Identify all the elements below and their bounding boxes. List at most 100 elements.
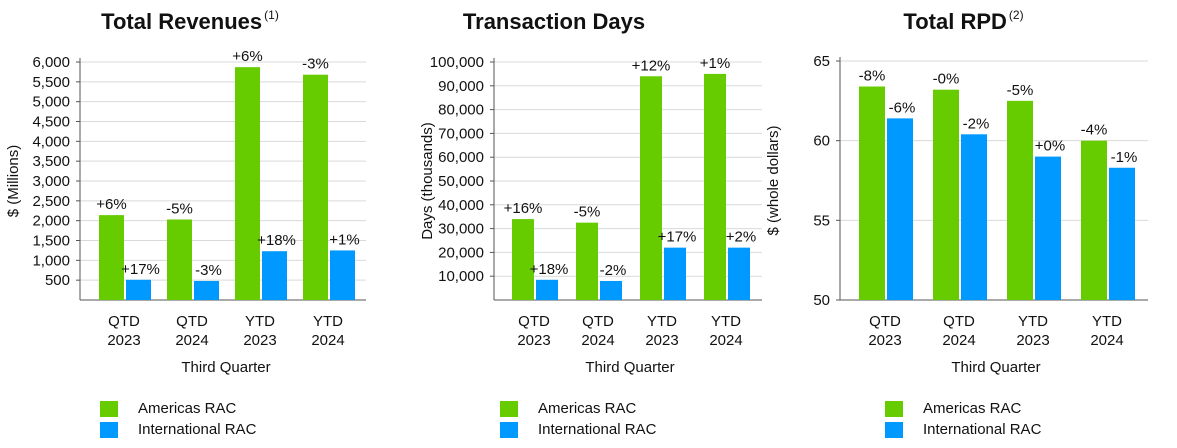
y-tick-label: 20,000 xyxy=(438,244,484,261)
x-tick-label: YTD xyxy=(1092,313,1122,330)
x-tick-label: QTD xyxy=(518,313,550,330)
y-tick-label: 90,000 xyxy=(438,78,484,95)
x-tick-label: QTD xyxy=(869,313,901,330)
data-label: -6% xyxy=(889,99,916,116)
bar-international xyxy=(330,250,355,300)
data-label: +17% xyxy=(658,229,697,246)
data-label: +18% xyxy=(530,261,569,278)
y-tick-label: 40,000 xyxy=(438,197,484,214)
y-tick-label: 50,000 xyxy=(438,173,484,190)
legend: Americas RAC International RAC xyxy=(500,398,656,440)
bar-international xyxy=(1109,167,1135,300)
bar-americas xyxy=(859,86,885,300)
data-label: -2% xyxy=(600,262,627,279)
x-axis-label: Third Quarter xyxy=(585,359,674,376)
chart-title-text: Total RPD xyxy=(903,9,1007,34)
x-tick-label: 2024 xyxy=(942,332,975,349)
chart-total-rpd: 50 55 60 65 $ (whole dollars) -8%-6% QTD 2023 -0… xyxy=(765,53,1148,376)
chart-title-footnote: (2) xyxy=(1008,8,1024,22)
data-label: +16% xyxy=(504,200,543,217)
bar-international xyxy=(536,279,558,300)
data-label: -4% xyxy=(1081,122,1108,139)
data-label: +1% xyxy=(329,231,359,248)
y-axis-label: $ (Millions) xyxy=(5,145,22,218)
legend-swatch-americas xyxy=(500,400,518,417)
bar-international xyxy=(194,280,219,300)
y-tick-label: 30,000 xyxy=(438,221,484,238)
y-tick-label: 65 xyxy=(813,53,830,70)
y-tick-label: 6,000 xyxy=(32,54,70,71)
data-label: +18% xyxy=(257,232,296,249)
bar-americas xyxy=(933,89,959,301)
chart-title-text: Transaction Days xyxy=(462,9,646,34)
bar-americas xyxy=(512,219,534,300)
legend-item-international: International RAC xyxy=(885,419,1041,440)
bar-americas xyxy=(99,215,124,300)
x-tick-label: YTD xyxy=(1018,313,1048,330)
data-label: +0% xyxy=(1035,138,1065,155)
y-tick-label: 55 xyxy=(813,212,830,229)
legend-label-international: International RAC xyxy=(538,421,657,438)
legend-item-americas: Americas RAC xyxy=(100,398,256,419)
legend-item-international: International RAC xyxy=(500,419,656,440)
data-label: -8% xyxy=(859,67,886,84)
y-tick-label: 5,000 xyxy=(32,94,70,111)
chart-panel-total-revenues: Total Revenues (1) 500 1,000 1,500 2,000 2,50… xyxy=(0,0,390,448)
x-tick-label: YTD xyxy=(711,313,741,330)
bar-international xyxy=(262,251,287,300)
data-label: +6% xyxy=(232,48,262,65)
chart-title: Transaction Days xyxy=(330,8,780,35)
chart-title: Total Revenues (1) xyxy=(0,8,390,35)
chart-title: Total RPD (2) xyxy=(750,8,1177,35)
x-tick-label: 2024 xyxy=(709,332,742,349)
x-tick-label: 2024 xyxy=(581,332,614,349)
y-tick-label: 60,000 xyxy=(438,149,484,166)
legend-label-americas: Americas RAC xyxy=(538,400,637,417)
bar-international xyxy=(728,247,750,300)
y-tick-label: 70,000 xyxy=(438,125,484,142)
y-tick-label: 5,500 xyxy=(32,74,70,91)
y-tick-label: 500 xyxy=(45,272,70,289)
x-tick-label: 2023 xyxy=(107,332,140,349)
y-tick-label: 4,000 xyxy=(32,133,70,150)
legend-swatch-international xyxy=(500,421,518,438)
data-label: -5% xyxy=(166,200,193,217)
legend-item-international: International RAC xyxy=(100,419,256,440)
bar-international xyxy=(126,279,151,300)
y-tick-label: 10,000 xyxy=(438,268,484,285)
data-label: +1% xyxy=(700,55,730,72)
x-tick-label: QTD xyxy=(176,313,208,330)
y-tick-label: 50 xyxy=(813,292,830,309)
chart-title-text: Total Revenues xyxy=(101,9,263,34)
data-label: -0% xyxy=(933,71,960,88)
data-label: +2% xyxy=(726,229,756,246)
y-axis-label: Days (thousands) xyxy=(419,122,436,240)
x-tick-label: 2024 xyxy=(311,332,344,349)
bar-americas xyxy=(235,67,260,300)
legend-item-americas: Americas RAC xyxy=(500,398,656,419)
bar-international xyxy=(961,134,987,300)
x-tick-label: 2024 xyxy=(175,332,208,349)
x-tick-label: 2023 xyxy=(645,332,678,349)
chart-transaction-days: 10,000 20,000 30,000 40,000 50,000 60,000 70,0… xyxy=(419,54,762,376)
data-label: +6% xyxy=(96,196,126,213)
bar-international xyxy=(664,247,686,300)
data-label: -3% xyxy=(302,56,329,73)
chart-panel-transaction-days: Transaction Days 10,000 20,000 30,000 40,00… xyxy=(390,0,780,448)
bar-international xyxy=(887,118,913,300)
bar-americas xyxy=(1007,100,1033,300)
legend-swatch-americas xyxy=(100,400,118,417)
legend-swatch-international xyxy=(100,421,118,438)
y-tick-label: 2,000 xyxy=(32,213,70,230)
bar-americas xyxy=(704,73,726,301)
y-tick-label: 80,000 xyxy=(438,102,484,119)
x-tick-label: 2023 xyxy=(868,332,901,349)
bar-americas xyxy=(576,222,598,300)
data-label: -5% xyxy=(1007,82,1034,99)
chart-panel-total-rpd: Total RPD (2) 50 55 60 65 $ (whole dollars) -8… xyxy=(765,0,1177,448)
x-tick-label: 2023 xyxy=(517,332,550,349)
legend-swatch-americas xyxy=(885,400,903,417)
bar-americas xyxy=(167,219,192,300)
y-axis-label: $ (whole dollars) xyxy=(765,125,782,235)
legend-swatch-international xyxy=(885,421,903,438)
